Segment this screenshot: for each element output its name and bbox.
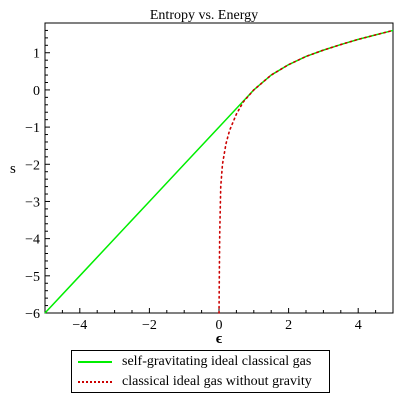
x-tick-label: 0 [216,318,223,333]
y-tick-label: 1 [33,47,40,62]
y-axis-label: s [10,161,16,177]
series-line-self-gravitating [44,29,394,314]
legend-item-self-gravitating: self-gravitating ideal classical gas [72,352,311,372]
legend-label-self-gravitating: self-gravitating ideal classical gas [122,354,312,369]
axis-ticks: −4 −2 0 2 4 −6 −5 −4 −3 −2 −1 0 1 [25,29,394,333]
chart-title: Entropy vs. Energy [150,8,258,23]
x-tick-label: 2 [285,318,292,333]
y-tick-label: −1 [25,121,40,136]
legend-item-without-gravity: classical ideal gas without gravity [72,372,312,392]
x-tick-label: −4 [72,318,87,333]
x-tick-label: 4 [355,318,362,333]
y-tick-label: 0 [33,84,40,99]
plot-frame [44,22,394,314]
y-tick-label: −2 [25,158,40,173]
x-axis-label: ϵ [216,331,223,347]
series-line-without-gravity [218,29,394,314]
legend-label-without-gravity: classical ideal gas without gravity [122,374,312,389]
legend-swatch-solid [78,361,112,363]
y-tick-label: −4 [25,233,40,248]
series-layer [44,29,394,314]
y-tick-label: −3 [25,195,40,210]
y-tick-label: −5 [25,270,40,285]
legend-swatch-dotted [78,381,112,383]
y-tick-label: −6 [25,307,40,322]
chart-legend: self-gravitating ideal classical gas cla… [71,350,330,393]
x-tick-label: −2 [142,318,157,333]
